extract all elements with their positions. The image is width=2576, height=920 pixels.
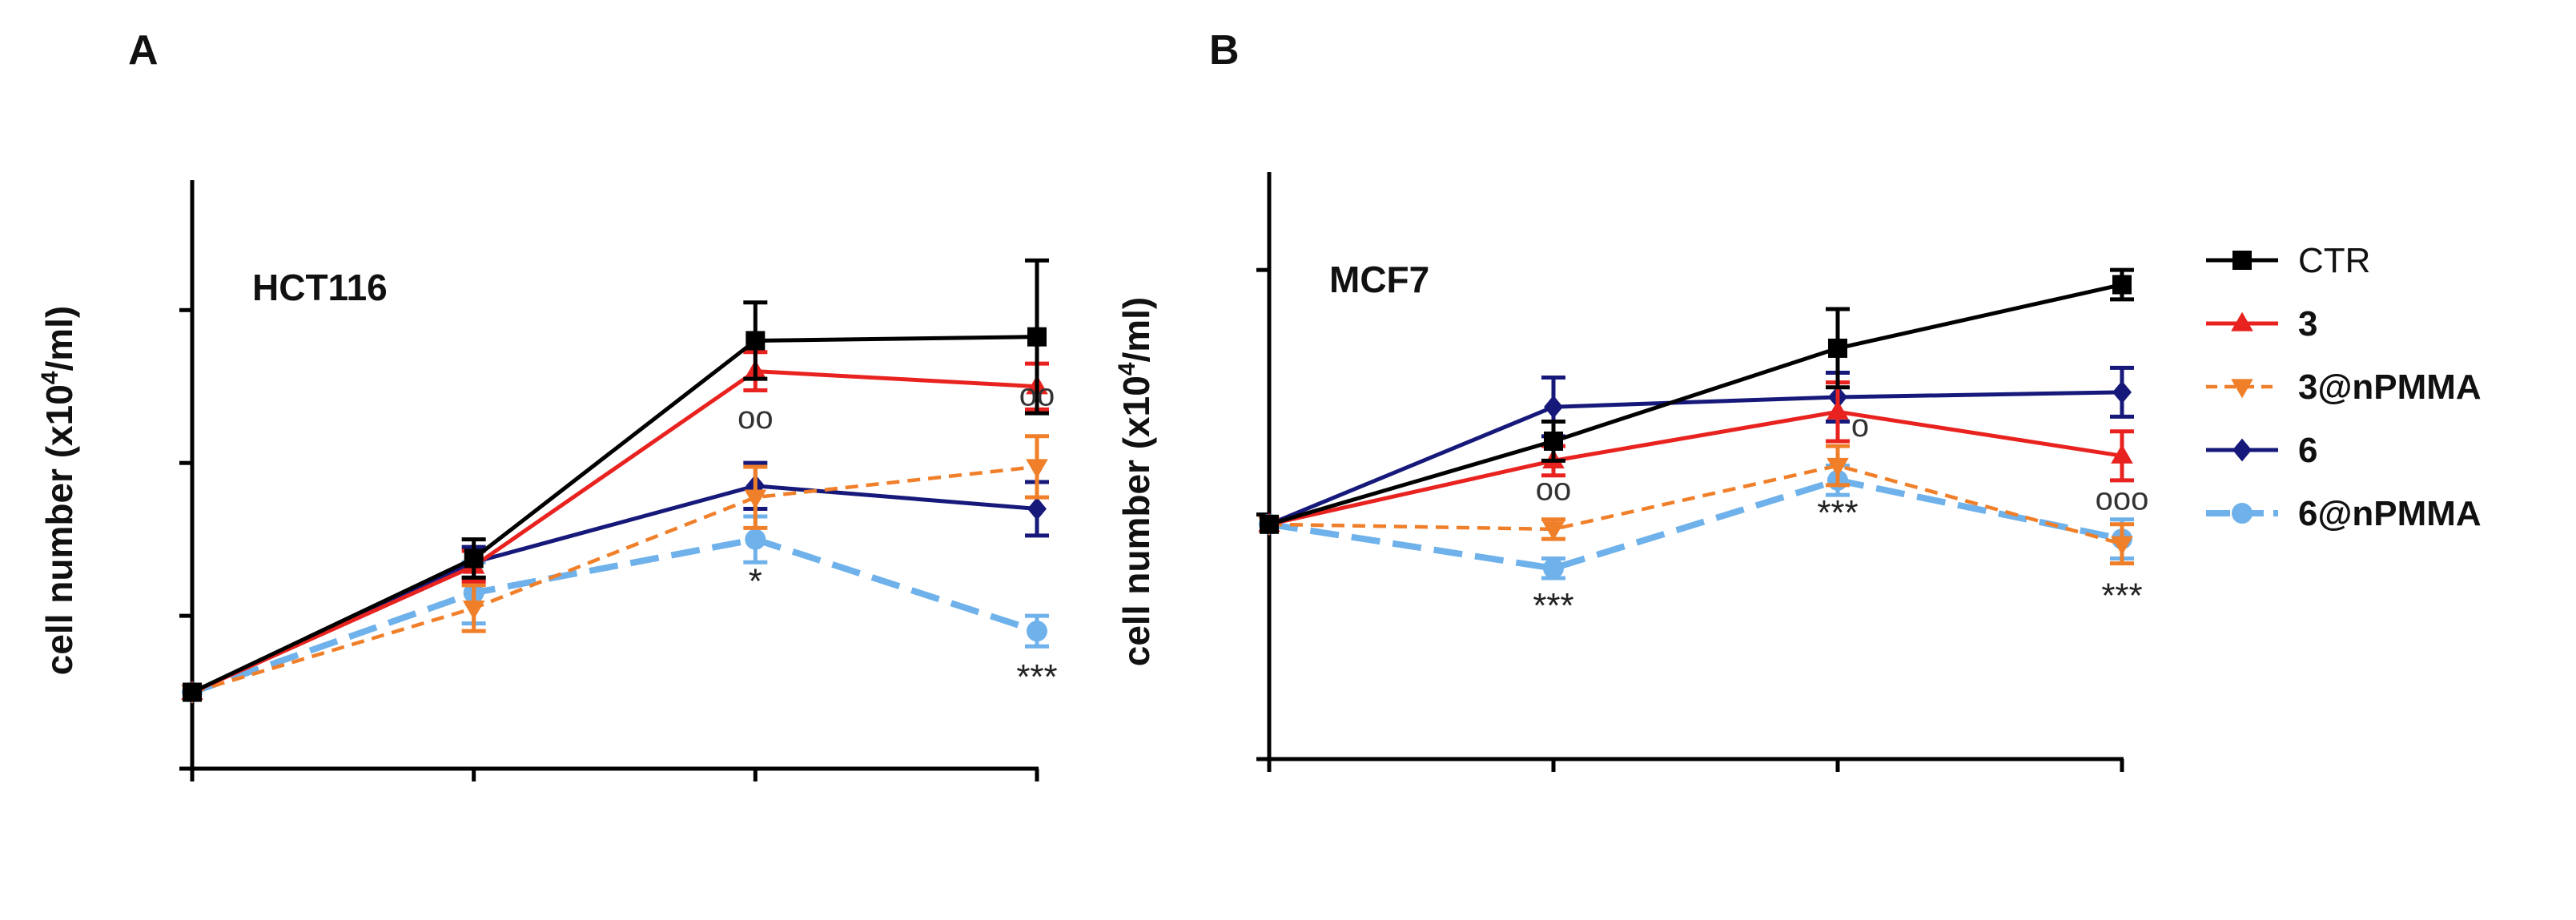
- data-point: [745, 528, 766, 550]
- data-point: [462, 600, 485, 620]
- series-line: [191, 464, 1038, 694]
- legend-swatch-marker: [2231, 311, 2253, 331]
- y-axis-title-exponent: 4: [37, 371, 63, 384]
- legend-item-6-npmma: 6@nPMMA: [2206, 494, 2482, 533]
- data-point: [2112, 380, 2132, 404]
- series-3: [1258, 380, 2134, 532]
- series-3-npmma: [181, 434, 1049, 704]
- series-line: [1268, 283, 2123, 527]
- legend-item-ctr: CTR: [2206, 241, 2370, 280]
- significance-circle: oo: [737, 400, 774, 436]
- data-point: [1027, 497, 1047, 520]
- series-line: [191, 369, 1038, 694]
- series-3-npmma: [1258, 444, 2134, 566]
- legend-swatch-marker: [2232, 503, 2252, 524]
- legend-label: 6@nPMMA: [2298, 494, 2482, 533]
- significance-star: ***: [1533, 586, 1573, 625]
- legend-label: CTR: [2298, 241, 2370, 280]
- series-6-npmma: [182, 514, 1049, 703]
- data-point: [183, 682, 202, 702]
- y-axis-title-unit: /ml): [38, 306, 80, 372]
- data-point: [2112, 275, 2132, 295]
- panel-letter-b: B: [1209, 27, 1240, 74]
- cell-line-label: MCF7: [1329, 259, 1429, 300]
- y-axis-title: cell number (x104/ml): [37, 306, 80, 676]
- legend-label: 6: [2298, 431, 2317, 470]
- significance-circle: oo: [1019, 378, 1055, 413]
- legend-swatch-marker: [2232, 438, 2252, 462]
- series-ctr: [183, 258, 1049, 702]
- data-point: [1827, 457, 1849, 477]
- data-point: [1827, 400, 1849, 420]
- legend-swatch-marker: [2231, 379, 2253, 399]
- data-point: [745, 331, 766, 351]
- legend-item-6: 6: [2206, 431, 2317, 470]
- significance-star: ***: [2101, 577, 2142, 616]
- series-6: [183, 460, 1049, 704]
- significance-circle: oo: [1536, 472, 1572, 507]
- data-point: [1027, 327, 1047, 347]
- data-point: [2111, 444, 2133, 464]
- series-line: [191, 536, 1039, 696]
- y-axis-title-exponent: 4: [1114, 362, 1140, 376]
- legend-label: 3@nPMMA: [2298, 368, 2482, 407]
- legend-label: 3: [2298, 304, 2317, 343]
- legend-swatch-marker: [2232, 251, 2252, 270]
- legend: CTR 3 3@nPMMA 6 6@nPMMA: [2206, 241, 2482, 533]
- data-point: [1543, 557, 1564, 579]
- significance-star: ***: [1016, 657, 1057, 697]
- data-point: [1544, 431, 1563, 451]
- series-line: [191, 335, 1038, 694]
- significance-star: *: [749, 561, 762, 601]
- legend-item-3-npmma: 3@nPMMA: [2206, 368, 2482, 407]
- y-axis-title-main: cell number (x10: [38, 384, 80, 675]
- data-point: [464, 548, 484, 568]
- y-axis-title-main: cell number (x10: [1115, 376, 1157, 666]
- significance-circle: o: [1851, 408, 1869, 444]
- legend-item-3: 3: [2206, 304, 2317, 343]
- panel-letter-a: A: [128, 27, 159, 74]
- data-point: [1544, 395, 1563, 419]
- data-point: [744, 489, 767, 509]
- series-ctr: [1260, 267, 2134, 534]
- y-axis-title: cell number (x104/ml): [1114, 297, 1157, 667]
- data-point: [2111, 536, 2133, 556]
- cell-line-label: HCT116: [252, 267, 388, 308]
- series-6-npmma: [1259, 464, 2134, 581]
- significance-circle: ooo: [2096, 481, 2149, 516]
- series-line: [1268, 464, 2123, 546]
- data-point: [1260, 514, 1279, 534]
- series-line: [1268, 476, 2123, 572]
- data-point: [1027, 621, 1047, 642]
- significance-star: ***: [1817, 493, 1858, 532]
- data-point: [1542, 521, 1565, 541]
- data-point: [1026, 459, 1048, 479]
- series-line: [1268, 390, 2123, 527]
- series-line: [1268, 409, 2123, 527]
- y-axis-title-unit: /ml): [1115, 297, 1157, 363]
- data-point: [1828, 338, 1847, 358]
- series-line: [191, 484, 1038, 694]
